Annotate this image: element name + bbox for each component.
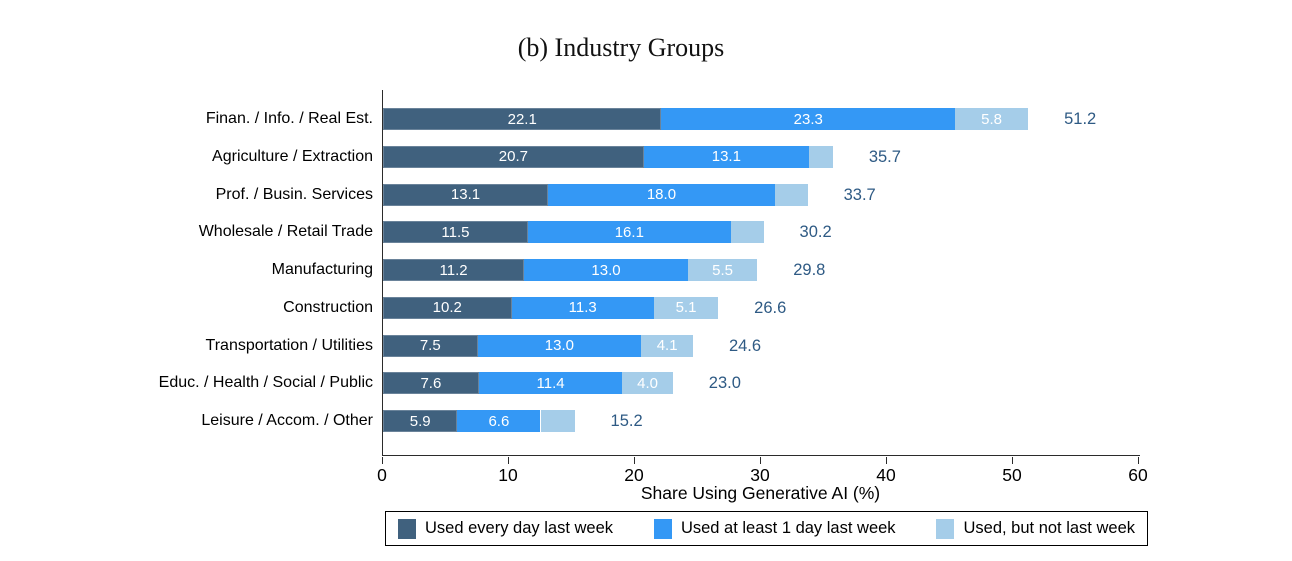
bar-segment xyxy=(730,221,764,244)
total-value-label: 29.8 xyxy=(793,261,826,279)
bar-segment: 7.5 xyxy=(383,334,478,357)
x-tick-mark xyxy=(507,456,509,464)
total-value-label: 33.7 xyxy=(843,185,876,204)
bar-segment: 4.0 xyxy=(622,372,673,395)
bar-segment: 5.8 xyxy=(955,108,1029,130)
x-axis-title: Share Using Generative AI (%) xyxy=(640,483,881,503)
segment-value-label: 11.5 xyxy=(441,223,470,241)
bar-segment: 13.1 xyxy=(643,145,809,168)
x-tick-mark xyxy=(759,456,761,464)
total-value-label: 24.6 xyxy=(728,336,762,355)
segment-value-label: 4.0 xyxy=(637,374,659,392)
legend-entry: Used, but not last week xyxy=(936,518,1135,539)
bar-segment: 11.5 xyxy=(383,221,528,244)
segment-value-label: 11.4 xyxy=(536,374,565,392)
x-tick-mark xyxy=(633,456,635,464)
chart-title: (b) Industry Groups xyxy=(517,33,725,62)
plot-area: 22.1 23.3 5.8 51.2 20.7 13.1 35.7 13.1 18.0 33.7 1… xyxy=(382,90,1140,456)
segment-value-label: 5.8 xyxy=(981,110,1002,128)
legend-label: Used, but not last week xyxy=(963,519,1135,537)
x-tick-mark xyxy=(885,456,887,464)
bar-segment: 10.2 xyxy=(383,296,512,319)
bar-segment: 5.1 xyxy=(653,296,719,319)
segment-value-label: 11.2 xyxy=(439,261,468,279)
segment-value-label: 5.5 xyxy=(712,261,733,279)
bar-segment xyxy=(540,410,575,432)
bar-segment: 11.2 xyxy=(383,259,525,281)
category-label: Wholesale / Retail Trade xyxy=(198,223,373,241)
category-label: Educ. / Health / Social / Public xyxy=(158,374,373,392)
x-tick-label: 10 xyxy=(498,465,518,485)
segment-value-label: 7.5 xyxy=(419,337,441,354)
total-value-label: 35.7 xyxy=(868,147,901,166)
x-tick-mark xyxy=(1011,456,1013,464)
legend-entry: Used at least 1 day last week xyxy=(653,518,896,539)
segment-value-label: 7.6 xyxy=(420,374,442,392)
bar-segment: 4.1 xyxy=(641,334,693,357)
x-tick-label: 40 xyxy=(876,465,896,485)
segment-value-label: 5.1 xyxy=(675,299,697,317)
segment-value-label: 13.0 xyxy=(591,261,621,279)
legend-swatch xyxy=(936,518,955,539)
bar-segment: 5.5 xyxy=(687,259,758,281)
bar-segment xyxy=(774,183,808,206)
total-value-label: 30.2 xyxy=(799,223,832,242)
segment-value-label: 13.1 xyxy=(711,148,741,166)
bar-segment: 20.7 xyxy=(383,145,644,168)
x-tick-label: 30 xyxy=(750,465,770,485)
segment-value-label: 23.3 xyxy=(793,110,823,128)
bar-segment: 22.1 xyxy=(383,108,662,130)
bar-segment: 11.4 xyxy=(478,372,623,395)
category-label: Transportation / Utilities xyxy=(205,336,373,354)
x-tick-mark xyxy=(381,456,383,464)
segment-value-label: 6.6 xyxy=(488,412,510,430)
total-value-label: 15.2 xyxy=(610,412,643,430)
legend-entry: Used every day last week xyxy=(398,518,614,539)
legend-label: Used at least 1 day last week xyxy=(680,519,896,537)
bar-segment: 13.0 xyxy=(524,259,688,281)
x-tick-label: 50 xyxy=(1002,465,1022,485)
bar-segment: 16.1 xyxy=(527,221,731,244)
category-label: Agriculture / Extraction xyxy=(212,147,373,165)
segment-value-label: 13.0 xyxy=(544,337,574,354)
bar-segment: 23.3 xyxy=(661,108,956,130)
bar-segment: 5.9 xyxy=(383,410,458,432)
category-label: Manufacturing xyxy=(271,261,373,278)
category-label: Construction xyxy=(283,298,373,316)
segment-value-label: 20.7 xyxy=(498,148,528,166)
segment-value-label: 22.1 xyxy=(507,110,537,128)
bar-segment: 13.1 xyxy=(383,183,549,206)
x-tick-label: 60 xyxy=(1128,465,1148,485)
category-axis: Finan. / Info. / Real Est. Agriculture / … xyxy=(40,90,377,455)
legend-swatch xyxy=(653,518,672,539)
category-label: Prof. / Busin. Services xyxy=(215,185,373,203)
bar-segment: 7.6 xyxy=(383,372,479,395)
segment-value-label: 10.2 xyxy=(432,299,462,317)
legend-swatch xyxy=(398,518,416,539)
segment-value-label: 13.1 xyxy=(450,186,481,203)
bar-segment: 18.0 xyxy=(548,183,775,206)
segment-value-label: 11.3 xyxy=(568,299,597,317)
category-label: Finan. / Info. / Real Est. xyxy=(205,110,373,127)
bar-segment: 6.6 xyxy=(457,410,541,432)
legend: Used every day last week Used at least 1 … xyxy=(385,511,1148,546)
category-label: Leisure / Accom. / Other xyxy=(201,412,373,429)
total-value-label: 51.2 xyxy=(1064,110,1097,128)
x-tick-label: 0 xyxy=(377,465,387,485)
x-tick-label: 20 xyxy=(624,465,644,485)
total-value-label: 23.0 xyxy=(708,374,741,393)
legend-label: Used every day last week xyxy=(425,519,614,537)
bar-segment: 13.0 xyxy=(477,334,642,357)
segment-value-label: 5.9 xyxy=(409,412,431,430)
segment-value-label: 16.1 xyxy=(614,223,644,241)
segment-value-label: 4.1 xyxy=(656,337,678,354)
x-tick-mark xyxy=(1137,456,1139,464)
bar-segment xyxy=(808,145,833,168)
segment-value-label: 18.0 xyxy=(646,186,677,203)
total-value-label: 26.6 xyxy=(754,298,787,317)
bar-segment: 11.3 xyxy=(511,296,654,319)
